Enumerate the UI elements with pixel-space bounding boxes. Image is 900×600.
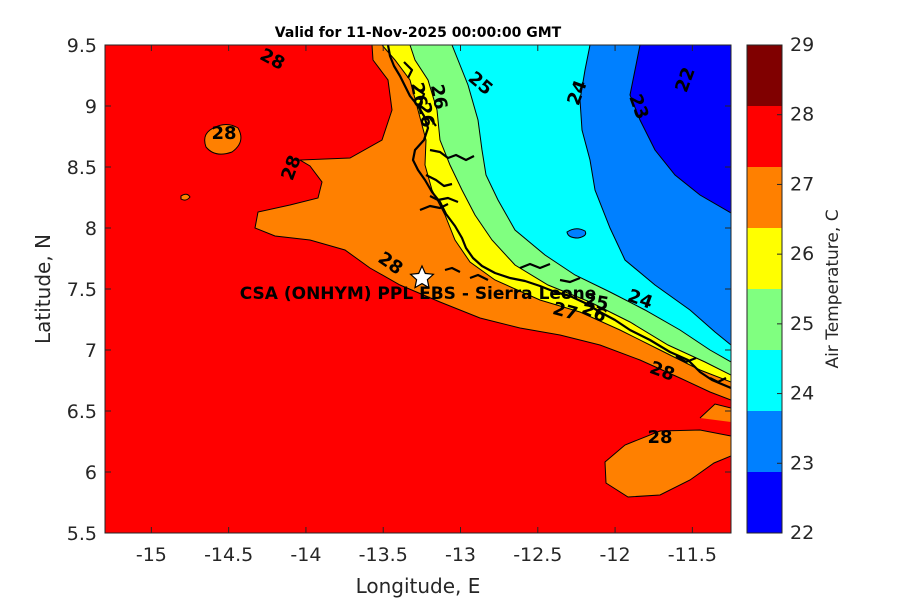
- contour-label: 26: [426, 83, 451, 111]
- colorbar-ticks: 29 28 27 26 25 24 23 22: [777, 34, 814, 544]
- y-axis: 9.5 9 8.5 8 7.5 7 6.5 6 5.5: [67, 35, 731, 545]
- colorbar-swatch: [747, 472, 782, 534]
- contour-label: 26: [406, 81, 431, 109]
- x-tick-label: -12: [600, 544, 631, 566]
- isoline-25: [409, 45, 731, 376]
- colorbar-swatch: [747, 411, 782, 473]
- patch-27-south: [605, 430, 731, 497]
- y-tick-label: 8: [85, 218, 97, 240]
- colorbar-label: Air Temperature, C: [823, 209, 843, 368]
- isoline-27: [254, 45, 731, 401]
- colorbar-tick-label: 28: [790, 104, 814, 126]
- coastline-estuary: [419, 148, 475, 212]
- isoline-22: [629, 45, 731, 214]
- x-tick-label: -12.5: [513, 544, 562, 566]
- y-tick-label: 9.5: [67, 35, 97, 57]
- contour-label: 28: [211, 123, 236, 144]
- map-title: Valid for 11-Nov-2025 00:00:00 GMT: [275, 25, 562, 41]
- colorbar: [746, 44, 783, 534]
- y-axis-label: Latitude, N: [31, 234, 55, 344]
- isoline-27-southeast: [699, 403, 731, 419]
- isoline-24: [451, 45, 731, 363]
- coastline-main: [386, 45, 731, 390]
- y-tick-label: 6.5: [67, 401, 97, 423]
- x-axis: -15 -14.5 -14 -13.5 -13 -12.5 -12 -11.5: [136, 45, 717, 566]
- y-tick-label: 5.5: [67, 523, 97, 545]
- y-tick-label: 7: [85, 340, 97, 362]
- colorbar-swatch: [747, 350, 782, 412]
- isoline-27-south: [604, 429, 731, 498]
- colorbar-swatch: [747, 167, 782, 229]
- x-tick-label: -14.5: [204, 544, 253, 566]
- band-21-22: [630, 45, 731, 213]
- colorbar-swatch: [747, 289, 782, 351]
- colorbar-tick-label: 22: [790, 522, 814, 544]
- colorbar-tick-label: 26: [790, 243, 814, 265]
- patch-28-west: [204, 124, 242, 155]
- patch-27-southeast: [700, 404, 731, 422]
- y-tick-label: 6: [85, 462, 97, 484]
- contour-label: 25: [582, 290, 610, 315]
- colorbar-swatch: [747, 228, 782, 290]
- y-tick-label: 9: [85, 96, 97, 118]
- colorbar-swatch: [747, 106, 782, 168]
- contour-label: 28: [647, 427, 672, 448]
- isoline-26: [381, 45, 731, 383]
- patch-23-blob: [566, 228, 587, 239]
- colorbar-tick-label: 27: [790, 173, 814, 195]
- patch-tiny-orange: [180, 193, 191, 201]
- coastline: [386, 45, 731, 390]
- x-axis-label: Longitude, E: [356, 574, 481, 598]
- star-icon: [409, 264, 435, 289]
- isolines: [254, 45, 731, 498]
- colorbar-tick-label: 29: [790, 34, 814, 56]
- temperature-field: [105, 45, 731, 533]
- x-tick-label: -13.5: [359, 544, 408, 566]
- y-tick-label: 7.5: [67, 279, 97, 301]
- colorbar-tick-label: 25: [790, 313, 814, 335]
- colorbar-tick-label: 24: [790, 383, 814, 405]
- x-tick-label: -14: [290, 544, 321, 566]
- x-tick-label: -11.5: [668, 544, 717, 566]
- colorbar-tick-label: 23: [790, 452, 814, 474]
- x-tick-label: -15: [136, 544, 167, 566]
- contour-label: 26: [413, 101, 438, 129]
- coastline-islands: [444, 262, 727, 384]
- colorbar-frame: [746, 44, 783, 534]
- site-label: CSA (ONHYM) PPL EBS - Sierra Leone: [240, 284, 597, 304]
- coastline-north: [403, 61, 437, 127]
- x-tick-label: -13: [445, 544, 476, 566]
- isoline-23: [579, 45, 731, 346]
- colorbar-swatch: [747, 45, 782, 107]
- y-tick-label: 8.5: [67, 157, 97, 179]
